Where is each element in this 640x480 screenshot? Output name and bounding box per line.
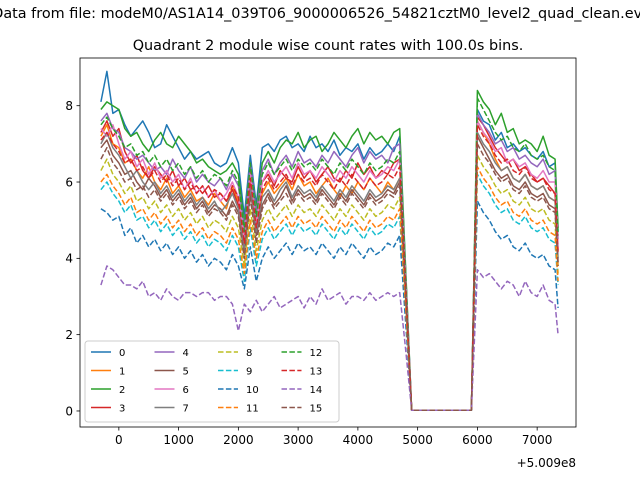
y-tick-label: 6 <box>65 175 73 189</box>
chart-title: Quadrant 2 module wise count rates with … <box>133 38 524 54</box>
y-tick-label: 4 <box>65 252 73 266</box>
legend-label-6: 6 <box>183 385 189 396</box>
axes-frame <box>79 57 577 428</box>
figure-suptitle: Data from file: modeM0/AS1A14_039T06_900… <box>0 6 640 22</box>
series-line-14 <box>100 265 559 411</box>
y-tick-label: 8 <box>65 99 73 113</box>
x-tick-label: 2000 <box>223 433 254 447</box>
x-tick-label: 3000 <box>283 433 314 447</box>
y-tick-label: 0 <box>65 404 73 418</box>
series-line-8 <box>100 154 559 411</box>
series-line-13 <box>100 124 559 411</box>
series-line-9 <box>100 173 559 411</box>
series-line-11 <box>100 166 559 411</box>
x-axis-offset-label: +5.009e8 <box>517 456 576 470</box>
legend-label-7: 7 <box>183 403 189 414</box>
legend-label-4: 4 <box>183 348 189 359</box>
x-tick-label: 4000 <box>343 433 374 447</box>
series-line-6 <box>100 120 559 411</box>
x-axis: 0 1000 2000 3000 4000 5000 6000 7000 <box>115 427 552 447</box>
legend-label-1: 1 <box>119 366 125 377</box>
legend-label-13: 13 <box>310 366 323 377</box>
legend-label-2: 2 <box>119 385 125 396</box>
series-line-5 <box>100 135 559 411</box>
legend-label-0: 0 <box>119 348 125 359</box>
series-line-0 <box>100 70 559 411</box>
series-line-15 <box>100 143 559 411</box>
series-layer <box>100 70 559 411</box>
x-tick-label: 0 <box>115 433 123 447</box>
legend-label-5: 5 <box>183 366 189 377</box>
legend-label-12: 12 <box>310 348 323 359</box>
x-tick-label: 1000 <box>163 433 194 447</box>
legend-label-10: 10 <box>246 385 259 396</box>
series-line-7 <box>100 131 559 411</box>
series-line-4 <box>100 112 559 411</box>
series-line-10 <box>100 200 559 411</box>
legend-label-15: 15 <box>310 403 323 414</box>
y-tick-label: 2 <box>65 328 73 342</box>
series-line-12 <box>100 97 559 411</box>
x-tick-label: 7000 <box>522 433 553 447</box>
legend-label-11: 11 <box>246 403 259 414</box>
legend-label-14: 14 <box>310 385 323 396</box>
x-tick-label: 6000 <box>462 433 493 447</box>
legend-label-9: 9 <box>246 366 252 377</box>
x-tick-label: 5000 <box>402 433 433 447</box>
legend-label-3: 3 <box>119 403 125 414</box>
legend-box <box>84 340 340 423</box>
legend-label-8: 8 <box>246 348 252 359</box>
y-axis: 0 2 4 6 8 <box>65 99 80 418</box>
series-line-2 <box>100 89 559 411</box>
